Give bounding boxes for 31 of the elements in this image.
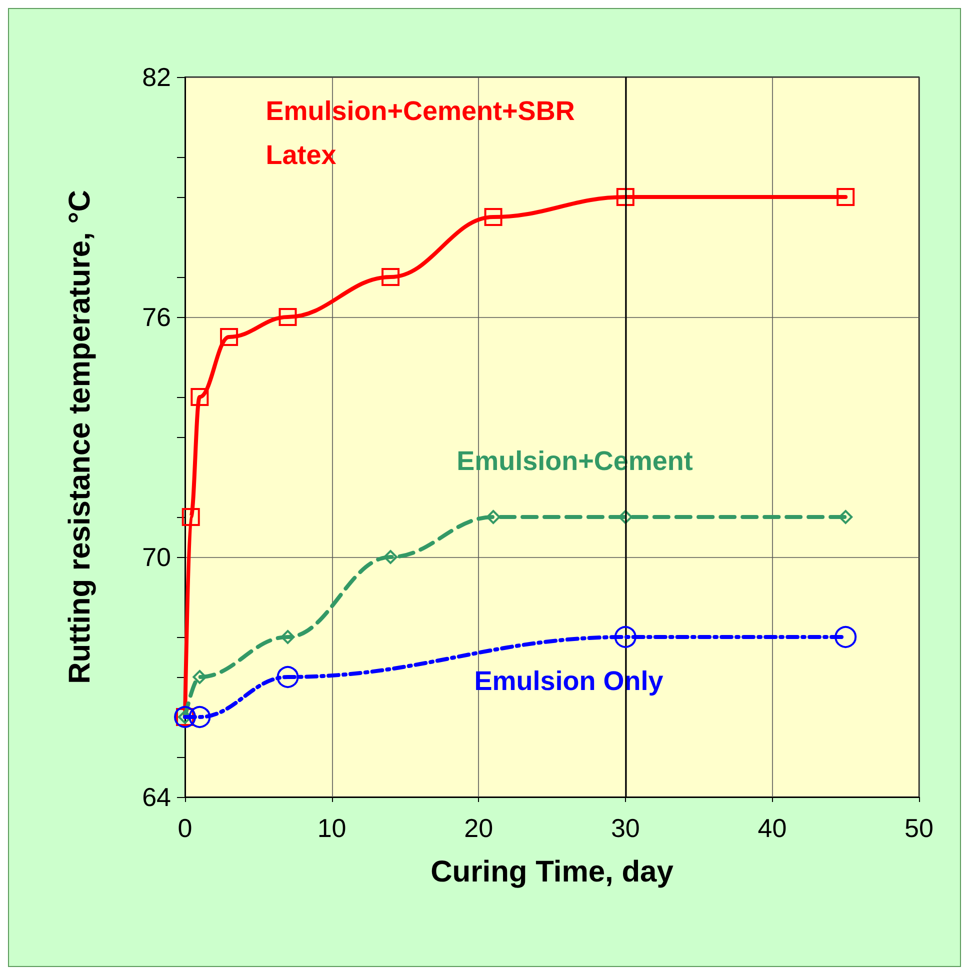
point [838, 510, 853, 524]
point [278, 308, 297, 326]
x-tick-label: 50 [904, 813, 934, 843]
point [384, 550, 398, 564]
series-label: Emulsion+Cement+SBR Latex [266, 96, 575, 170]
point [190, 388, 209, 406]
x-axis-title: Curing Time, day [430, 856, 674, 888]
point [382, 268, 400, 286]
x-tick-label: 40 [758, 813, 787, 843]
y-axis-title: Rutting resistance temperature, °C [64, 190, 96, 684]
point [280, 630, 295, 644]
y-tick-label: 70 [142, 542, 171, 572]
point [188, 706, 211, 728]
point [484, 208, 502, 226]
point [618, 510, 632, 524]
point [834, 626, 857, 648]
point [192, 670, 207, 684]
point [182, 508, 200, 526]
x-tick-label: 20 [464, 813, 494, 843]
y-tick-label: 82 [142, 62, 171, 92]
point [486, 510, 500, 524]
point [276, 666, 299, 688]
y-tick-label: 76 [142, 302, 171, 332]
x-tick-label: 0 [178, 813, 192, 843]
x-tick-label: 10 [317, 813, 346, 843]
y-tick-label: 64 [142, 782, 171, 812]
point [614, 626, 636, 648]
point [220, 328, 238, 346]
point [836, 188, 855, 206]
point [616, 188, 634, 206]
x-tick-label: 30 [610, 813, 640, 843]
